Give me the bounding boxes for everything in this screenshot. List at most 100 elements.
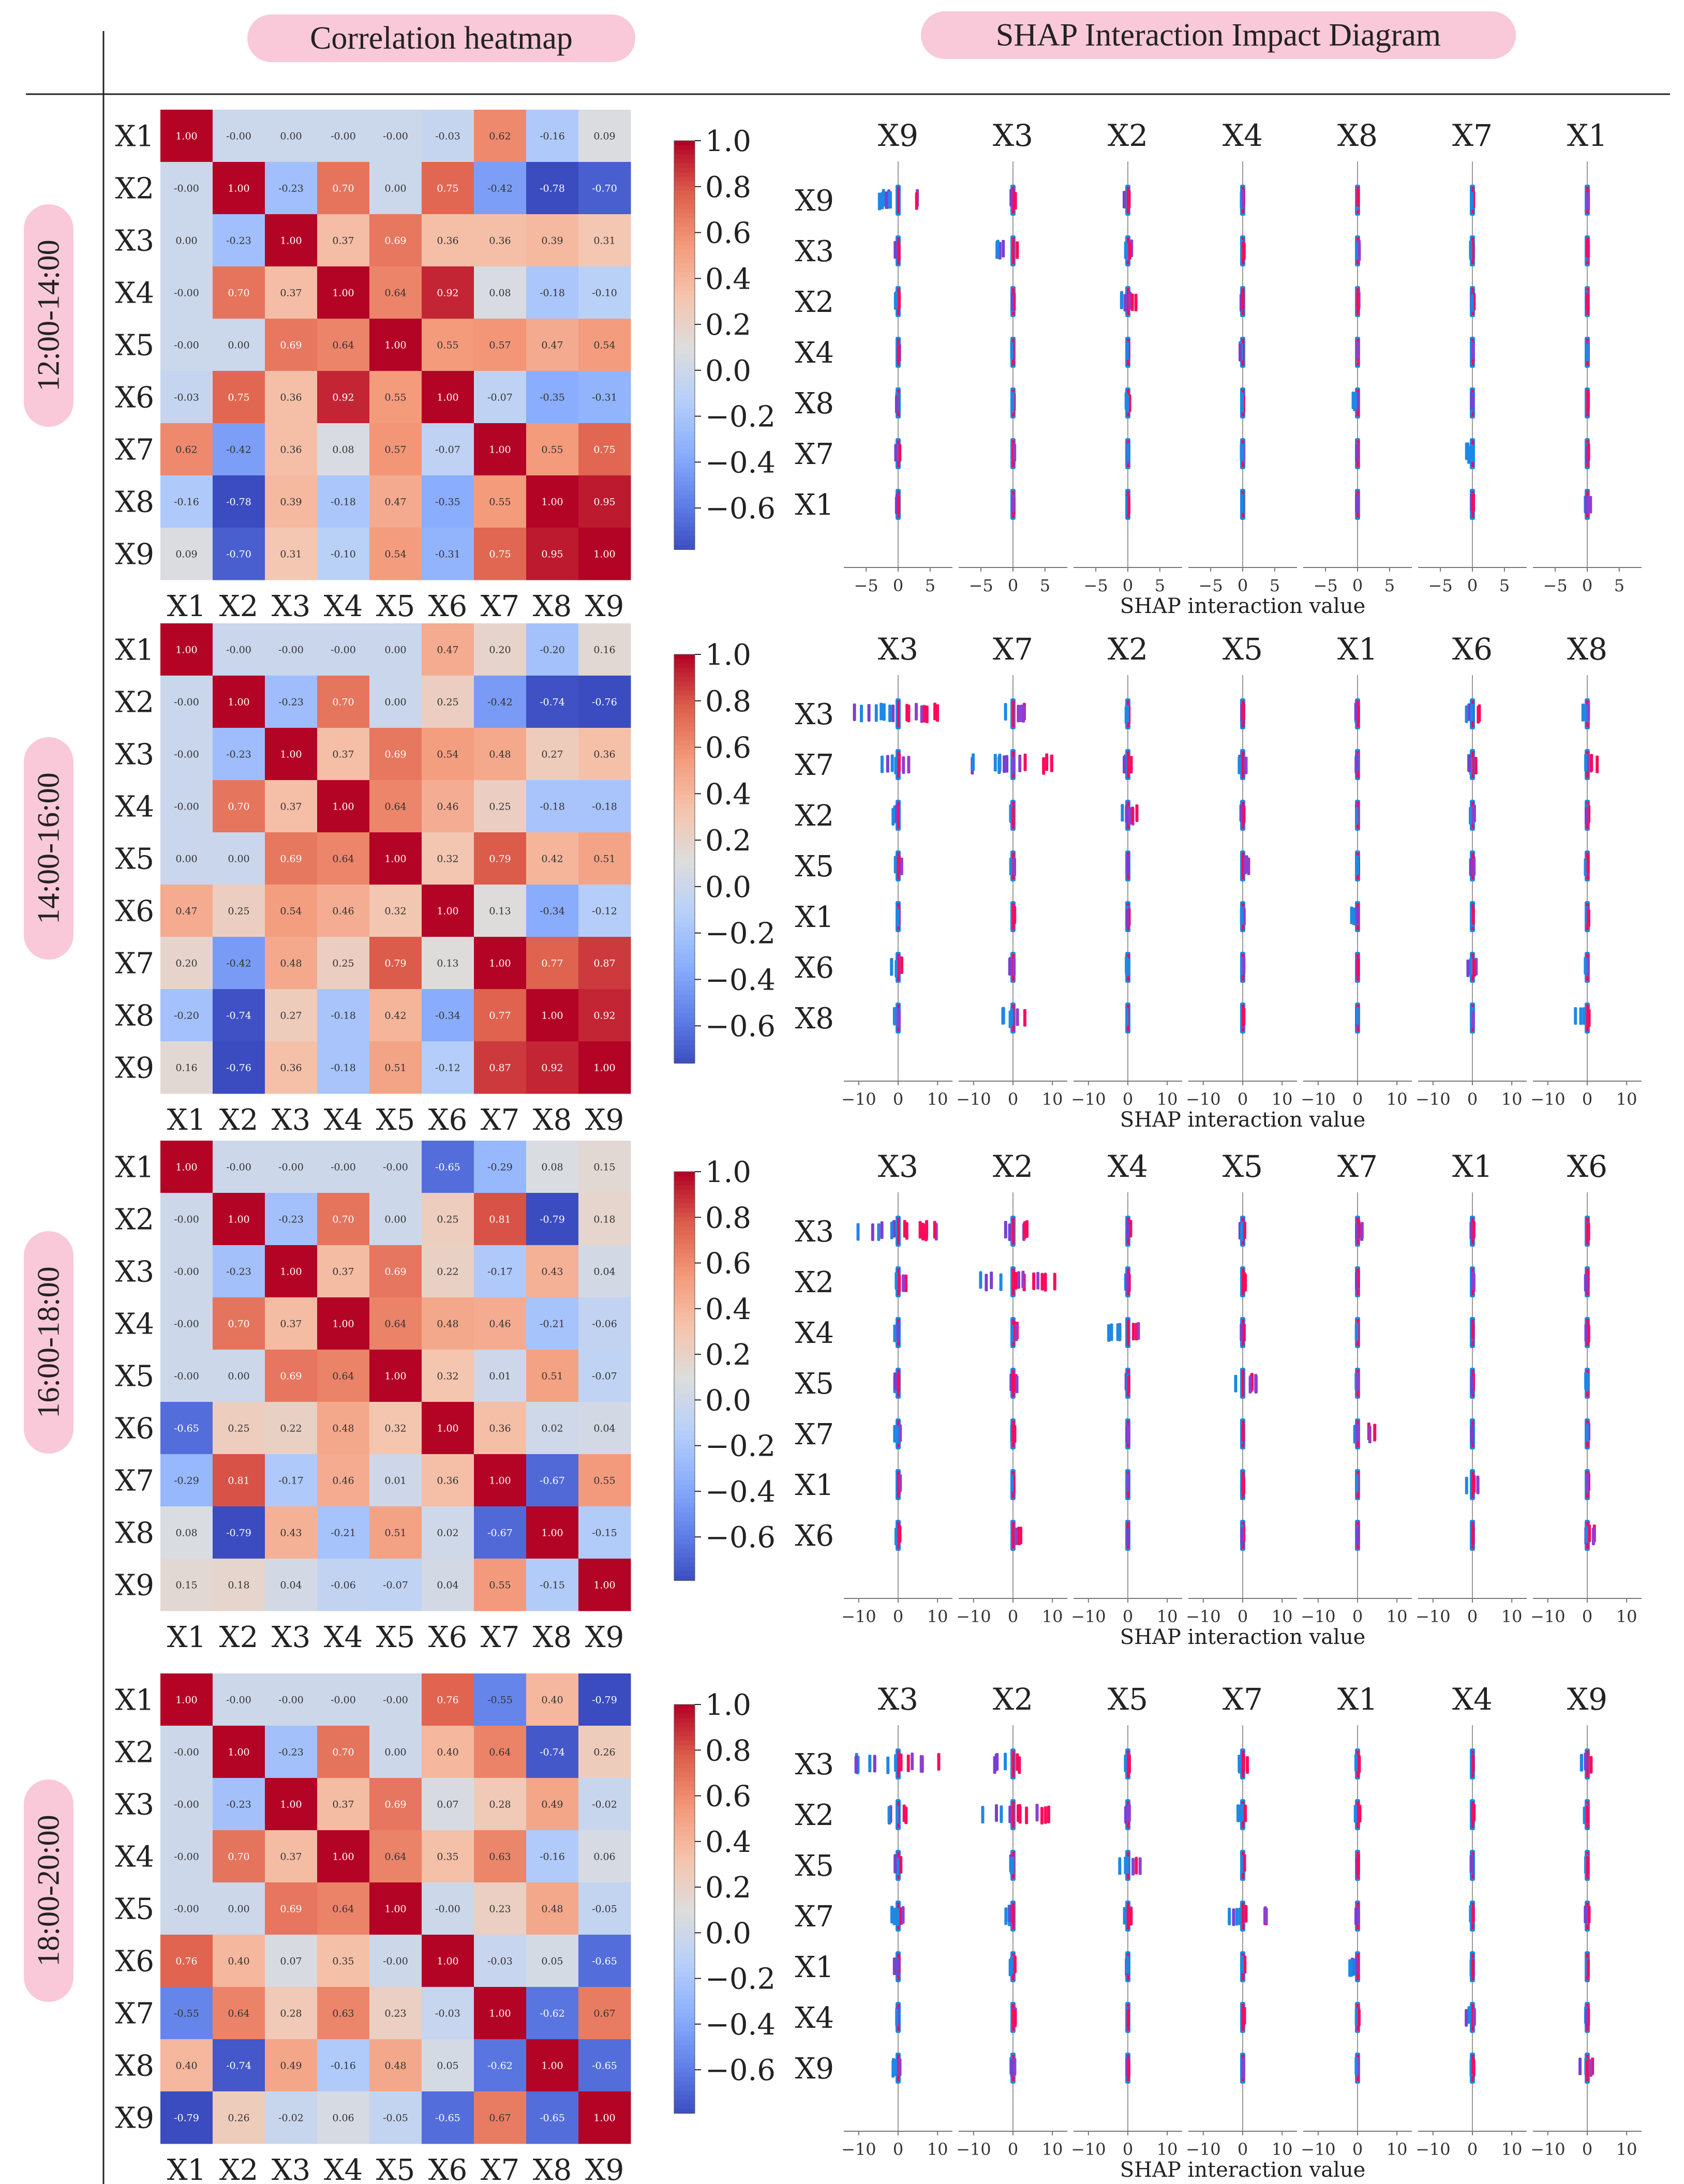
heatmap-row-label: X8 [115, 486, 155, 519]
shap-point [1126, 2009, 1130, 2027]
heatmap-cell-value: 0.28 [489, 1799, 511, 1811]
heatmap-cell-value: 0.40 [175, 2060, 197, 2072]
heatmap-cell [213, 371, 265, 424]
heatmap-cell [213, 319, 265, 371]
colorbar-segment [674, 985, 695, 991]
heatmap-cell-value: 0.18 [228, 1580, 249, 1591]
shap-point [1238, 1755, 1241, 1773]
heatmap-cell-value: 0.15 [593, 1162, 615, 1173]
heatmap-cell [160, 1402, 213, 1455]
shap-point [1465, 705, 1468, 723]
shap-x-tick-label: −10 [1071, 1089, 1106, 1109]
heatmap-cell [160, 319, 213, 371]
heatmap-cell [578, 623, 631, 676]
heatmap-cell [526, 423, 579, 476]
shap-point [1469, 1855, 1473, 1873]
shap-point [1585, 2009, 1588, 2027]
shap-point [1356, 1372, 1360, 1390]
shap-point [897, 753, 901, 771]
heatmap-cell [213, 1726, 265, 1778]
heatmap-col-label: X6 [428, 1103, 468, 1137]
shap-x-tick-label: −10 [1071, 1607, 1106, 1626]
heatmap-cell [213, 885, 265, 937]
heatmap-cell [213, 1830, 265, 1883]
colorbar-segment [674, 1244, 695, 1250]
shap-point-cluster-core [1012, 1218, 1015, 1245]
shap-point [885, 191, 888, 209]
heatmap-cell-value: 1.00 [332, 1851, 354, 1863]
colorbar-segment [674, 413, 695, 418]
shap-point [1008, 1805, 1012, 1823]
heatmap-cell [578, 1193, 631, 1246]
heatmap-row-label: X4 [115, 1308, 155, 1341]
colorbar-segment [674, 1576, 695, 1581]
heatmap-col-label: X4 [324, 2153, 363, 2184]
heatmap-cell-value: -0.65 [435, 2113, 460, 2124]
colorbar-segment [674, 872, 695, 878]
shap-point [1358, 243, 1361, 261]
heatmap-cell-value: 0.00 [228, 1371, 249, 1382]
colorbar-segment [674, 1176, 695, 1181]
shap-point [1468, 754, 1471, 772]
heatmap-cell-value: 0.00 [228, 340, 249, 351]
heatmap-cell-value: 1.00 [332, 1319, 354, 1330]
heatmap-col-label: X7 [481, 590, 520, 623]
heatmap-cell-value: -0.21 [331, 1528, 356, 1539]
shap-point [898, 1525, 902, 1543]
colorbar-segment [674, 1986, 695, 1991]
heatmap-cell-value: -0.55 [487, 1695, 513, 1706]
heatmap-cell [578, 266, 631, 319]
heatmap-cell-value: -0.65 [540, 2113, 565, 2124]
shap-point [1472, 1804, 1476, 1822]
shap-point-cluster-core [1127, 802, 1129, 829]
heatmap-cell [474, 528, 527, 580]
heatmap-cell [317, 266, 370, 319]
heatmap-cell [317, 1830, 370, 1883]
colorbar-segment [674, 1854, 695, 1860]
shap-point [1355, 242, 1359, 260]
heatmap-cell-value: 1.00 [175, 1695, 197, 1706]
heatmap-cell [160, 423, 213, 476]
heatmap-cell-value: 0.46 [332, 906, 354, 917]
colorbar-segment [674, 1827, 695, 1832]
heatmap-cell-value: 0.55 [541, 444, 563, 456]
shap-point [1243, 1221, 1246, 1239]
colorbar-tick-label: 0.0 [705, 1917, 751, 1950]
shap-column-feature-title: X5 [1223, 632, 1263, 667]
shap-x-tick-label: 0 [893, 576, 903, 595]
heatmap-cell-value: -0.78 [226, 497, 251, 508]
colorbar-segment [674, 668, 695, 674]
shap-point [1129, 1220, 1132, 1238]
heatmap-col-label: X8 [533, 1103, 572, 1137]
heatmap-cell-value: -0.00 [331, 1695, 356, 1706]
heatmap-cell [474, 1559, 527, 1611]
heatmap-cell-value: 0.64 [332, 854, 354, 865]
colorbar-segment [674, 1235, 695, 1240]
heatmap-cell [578, 1350, 631, 1402]
shap-point [1005, 755, 1009, 773]
heatmap-cell [265, 1402, 318, 1455]
shap-point [1126, 1907, 1130, 1925]
shap-point [1241, 444, 1244, 462]
shap-row-feature-label: X3 [795, 235, 834, 268]
shap-point [1584, 1324, 1588, 1342]
colorbar-segment [674, 200, 695, 205]
colorbar-segment [674, 354, 695, 360]
shap-point [1471, 907, 1475, 925]
colorbar-segment [674, 1394, 695, 1399]
heatmap-cell-value: 0.69 [280, 340, 302, 351]
heatmap-cell-value: 0.20 [489, 645, 511, 656]
heatmap-row-label: X6 [115, 895, 155, 929]
shap-x-tick-label: 0 [1238, 2140, 1248, 2159]
colorbar-segment [674, 758, 695, 764]
shap-point [1255, 1375, 1258, 1393]
heatmap-cell-value: 0.06 [332, 2113, 354, 2124]
shap-point [894, 1528, 898, 1546]
heatmap-cell-value: 0.37 [332, 749, 354, 760]
shap-x-tick-label: 0 [1008, 1089, 1018, 1109]
heatmap-cell [265, 1193, 318, 1246]
colorbar-segment [674, 936, 695, 941]
heatmap-cell [422, 1830, 474, 1883]
heatmap-cell [213, 1673, 265, 1726]
colorbar-segment [674, 1822, 695, 1828]
